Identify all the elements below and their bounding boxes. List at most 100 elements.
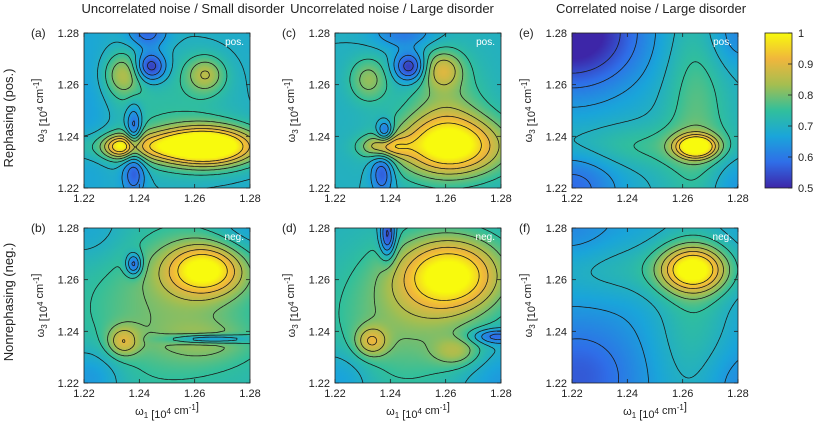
column-title-3: Correlated noise / Large disorder [556, 1, 747, 16]
y-axis-label-part: 3 [528, 129, 537, 134]
contour-level-a-2 [121, 32, 167, 189]
y-axis-label-part: -1 [520, 276, 529, 284]
contours-f [571, 227, 739, 384]
y-tick-label: 1.22 [546, 378, 567, 390]
contours-d [334, 227, 502, 384]
y-axis-label-part: 4 [287, 301, 296, 306]
contour-level-a-8 [111, 130, 244, 162]
contour-level-c-0 [403, 60, 414, 72]
x-tick-label: 1.22 [561, 193, 582, 205]
contour-level-f-3 [590, 227, 739, 379]
x-tick-label: 1.26 [184, 193, 205, 205]
contours-e [571, 32, 739, 189]
y-axis-label-part: cm [34, 284, 46, 302]
y-tick-label: 1.22 [309, 378, 330, 390]
y-axis-label-part: cm [34, 89, 46, 107]
x-tick-label: 1.28 [490, 193, 511, 205]
axes-frame-a [83, 32, 251, 189]
y-tick-label: 1.28 [58, 223, 79, 235]
contour-level-e-8 [679, 136, 713, 157]
column-title-2: Uncorrelated noise / Large disorder [290, 1, 494, 16]
x-tick-label: 1.26 [435, 193, 456, 205]
x-tick-label: 1.22 [73, 388, 94, 400]
y-tick-label: 1.28 [309, 28, 330, 40]
heatmap-image-c [335, 33, 501, 188]
y-axis-label-part: ] [518, 274, 530, 277]
y-axis-label-part: 3 [40, 324, 49, 329]
y-axis-label-part: 4 [36, 301, 45, 306]
x-axis-label-part: -1 [677, 403, 685, 412]
column-title-1: Uncorrelated noise / Small disorder [81, 1, 285, 16]
y-tick-label: 1.28 [546, 223, 567, 235]
y-axis-label-b: ω3 [104 cm-1] [30, 274, 50, 338]
x-axis-label-part: ω [135, 406, 144, 418]
ticks-b: 1.22 1.28 1.24 1.26 1.26 1.24 1.28 1.22 [58, 223, 261, 400]
y-axis-label-part: 3 [291, 129, 300, 134]
contour-level-c-1 [375, 54, 418, 186]
y-tick-label: 1.26 [309, 80, 330, 92]
x-axis-label-part: [10 [148, 409, 166, 421]
y-tick-label: 1.28 [309, 223, 330, 235]
contour-level-f-6 [660, 246, 724, 294]
x-axis-label-part: 1 [395, 411, 400, 420]
y-tick-label: 1.28 [58, 28, 79, 40]
contours-a [83, 32, 251, 189]
x-axis-label-b: ω1 [104 cm-1] [135, 401, 199, 421]
panel-tag-e: pos. [713, 37, 732, 48]
ticks-c: 1.22 1.28 1.24 1.26 1.26 1.24 1.28 1.22 [309, 28, 512, 205]
contour-level-d-1 [382, 227, 502, 340]
contour-level-a-5 [99, 61, 251, 171]
x-tick-label: 1.28 [490, 388, 511, 400]
row-label-2: Nonrephasing (neg.) [1, 243, 16, 362]
x-axis-label-part: 4 [655, 407, 660, 416]
x-tick-label: 1.24 [617, 193, 638, 205]
axes-frame-d [334, 227, 502, 384]
y-tick-label: 1.26 [546, 275, 567, 287]
x-tick-label: 1.24 [380, 388, 401, 400]
y-axis-label-part: cm [285, 89, 297, 107]
y-axis-label-part: -1 [520, 81, 529, 89]
y-axis-label-a: ω3 [104 cm-1] [30, 79, 50, 143]
colorbar-tick-label: 0.9 [798, 59, 813, 71]
colorbar: 1 0.9 0.8 0.7 0.6 0.5 [764, 28, 813, 195]
contour-level-d-5 [354, 232, 502, 363]
y-axis-label-part: ω [286, 328, 298, 337]
y-axis-label-part: ] [281, 79, 293, 82]
contour-level-d-0 [386, 229, 389, 237]
y-axis-label-d: ω3 [104 cm-1] [281, 274, 301, 338]
y-axis-label-part: [10 [526, 306, 538, 324]
x-tick-label: 1.26 [435, 388, 456, 400]
contour-level-a-7 [108, 128, 250, 165]
y-axis-label-part: 3 [291, 324, 300, 329]
x-tick-label: 1.28 [239, 193, 260, 205]
x-axis-label-part: ] [447, 401, 450, 413]
y-tick-label: 1.24 [546, 326, 567, 338]
y-axis-label-part: 4 [36, 106, 45, 111]
y-axis-label-part: cm [285, 284, 297, 302]
contour-level-f-1 [571, 338, 619, 384]
panel-tag-c: pos. [476, 37, 495, 48]
contour-level-f-7 [667, 251, 719, 289]
heatmap-image-d [335, 228, 501, 383]
ticks-a: 1.22 1.28 1.24 1.26 1.26 1.24 1.28 1.22 [58, 28, 261, 205]
panel-c: 1.22 1.28 1.24 1.26 1.26 1.24 1.28 1.22 (c) pos. ω… [281, 26, 512, 205]
y-axis-label-part: [10 [526, 111, 538, 129]
x-axis-label-part: ] [684, 401, 687, 413]
x-tick-label: 1.28 [239, 388, 260, 400]
panel-tag-a: pos. [225, 37, 244, 48]
y-tick-label: 1.26 [58, 80, 79, 92]
y-axis-label-part: 4 [524, 301, 533, 306]
contour-level-e-7 [675, 134, 716, 159]
contour-level-b-5 [107, 237, 251, 357]
y-tick-label: 1.26 [58, 275, 79, 287]
panel-tag-d: neg. [476, 232, 495, 243]
contour-level-d-8 [414, 253, 480, 301]
y-axis-label-part: -1 [32, 81, 41, 89]
y-axis-label-e: ω3 [104 cm-1] [518, 79, 538, 143]
axes-frame-c [334, 32, 502, 189]
colorbar-tick-label: 1 [798, 28, 804, 40]
y-tick-label: 1.22 [58, 183, 79, 195]
contour-level-d-3 [334, 227, 502, 384]
heatmap-image-f [572, 228, 738, 383]
